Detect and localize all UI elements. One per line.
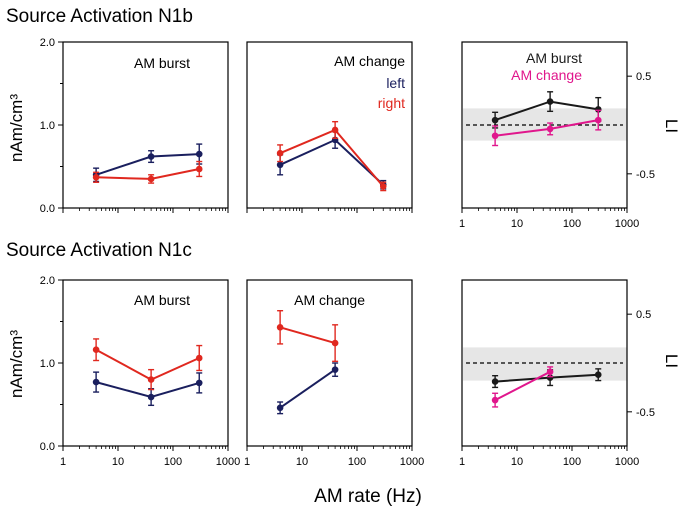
legend-entry: right (378, 95, 405, 111)
li-tick-label: -0.5 (636, 169, 655, 181)
x-tick-label: 100 (563, 456, 581, 468)
li-tick-label: 0.5 (636, 71, 651, 83)
data-point (92, 173, 100, 181)
row-title-n1c: Source Activation N1c (6, 240, 192, 261)
plot-frame (246, 279, 413, 447)
x-tick-label: 1000 (615, 218, 639, 230)
series-line (494, 370, 551, 401)
data-point (276, 324, 284, 331)
data-point (379, 183, 387, 190)
series-line (95, 348, 200, 381)
y-tick-label: 0.0 (40, 441, 55, 453)
legend-entry: AM burst (526, 50, 582, 66)
data-point (491, 132, 499, 140)
li-tick-label: -0.5 (636, 407, 655, 419)
x-tick-label: 1 (244, 456, 250, 468)
data-point (195, 165, 203, 173)
series-right (276, 310, 339, 363)
x-tick-label: 10 (511, 456, 523, 468)
series-left (276, 362, 339, 415)
data-point (546, 125, 554, 133)
y-tick-label: 2.0 (40, 37, 55, 49)
data-point (147, 376, 155, 383)
data-point (147, 153, 155, 160)
panel-n1c-burst: 1 10 100 1000 0.0 1.0 2.0 AM burst (40, 275, 241, 468)
series-left (276, 130, 387, 190)
plot-frame (461, 279, 628, 447)
data-point (594, 371, 602, 379)
row-title-n1b: Source Activation N1b (6, 6, 193, 27)
ylabel-n1c: nAm/cm³ (7, 330, 26, 398)
y-tick-label: 1.0 (40, 120, 55, 132)
data-point (546, 368, 554, 376)
common-xlabel: AM rate (Hz) (314, 486, 422, 507)
panel-title: AM change (334, 53, 405, 69)
series-line (279, 326, 336, 345)
x-tick-label: 1000 (615, 456, 639, 468)
plot-frame (461, 41, 628, 209)
y-tick-label: 2.0 (40, 275, 55, 287)
data-point (491, 116, 499, 124)
data-point (491, 378, 499, 385)
series-right (276, 120, 387, 192)
x-tick-label: 1 (459, 218, 465, 230)
x-tick-label: 1 (459, 456, 465, 468)
y-tick-label: 1.0 (40, 358, 55, 370)
legend-entry: AM change (511, 67, 582, 83)
series-line (95, 381, 200, 399)
x-tick-label: 1000 (216, 456, 240, 468)
panel-title: AM change (294, 292, 365, 308)
x-tick-label: 1 (60, 456, 66, 468)
data-point (491, 396, 499, 404)
data-point (147, 175, 155, 183)
data-point (331, 366, 339, 373)
data-point (331, 126, 339, 134)
series-left (92, 143, 203, 183)
legend-entry: left (386, 75, 405, 91)
panel-title: AM burst (134, 55, 190, 71)
series-am-change (491, 109, 602, 147)
data-point (276, 161, 284, 169)
data-point (92, 346, 100, 354)
data-point (331, 339, 339, 347)
li-tick-label: 0.5 (636, 309, 651, 321)
x-tick-label: 10 (296, 456, 308, 468)
data-point (276, 149, 284, 157)
x-tick-label: 100 (164, 456, 182, 468)
x-tick-label: 100 (563, 218, 581, 230)
data-point (195, 379, 203, 387)
li-ylabel-n1c: LI (662, 354, 680, 368)
li-band (463, 347, 627, 381)
series-line (279, 368, 336, 409)
x-tick-label: 10 (511, 218, 523, 230)
panel-n1b-change: AM change left right (246, 41, 413, 213)
li-ylabel-n1b: LI (662, 119, 680, 133)
data-point (276, 404, 284, 412)
y-tick-label: 0.0 (40, 203, 55, 215)
data-point (546, 98, 554, 105)
x-tick-label: 10 (112, 456, 124, 468)
panel-n1c-change: 1 10 100 1000 AM change (244, 279, 424, 468)
data-point (195, 150, 203, 158)
data-point (195, 354, 203, 362)
x-tick-label: 100 (348, 456, 366, 468)
panel-title: AM burst (134, 292, 190, 308)
series-am-change (491, 366, 554, 408)
series-right (92, 160, 203, 184)
ylabel-n1b: nAm/cm³ (7, 94, 26, 162)
data-point (92, 378, 100, 386)
x-tick-label: 1000 (400, 456, 424, 468)
data-point (147, 393, 155, 401)
plot-frame (246, 41, 413, 209)
data-point (594, 116, 602, 124)
panel-n1b-burst: 0.0 1.0 2.0 AM burst (40, 37, 229, 215)
panel-n1c-li: 1 10 100 1000 0.5 -0.5 (459, 279, 655, 468)
series-right (92, 338, 203, 391)
series-left (92, 371, 203, 407)
